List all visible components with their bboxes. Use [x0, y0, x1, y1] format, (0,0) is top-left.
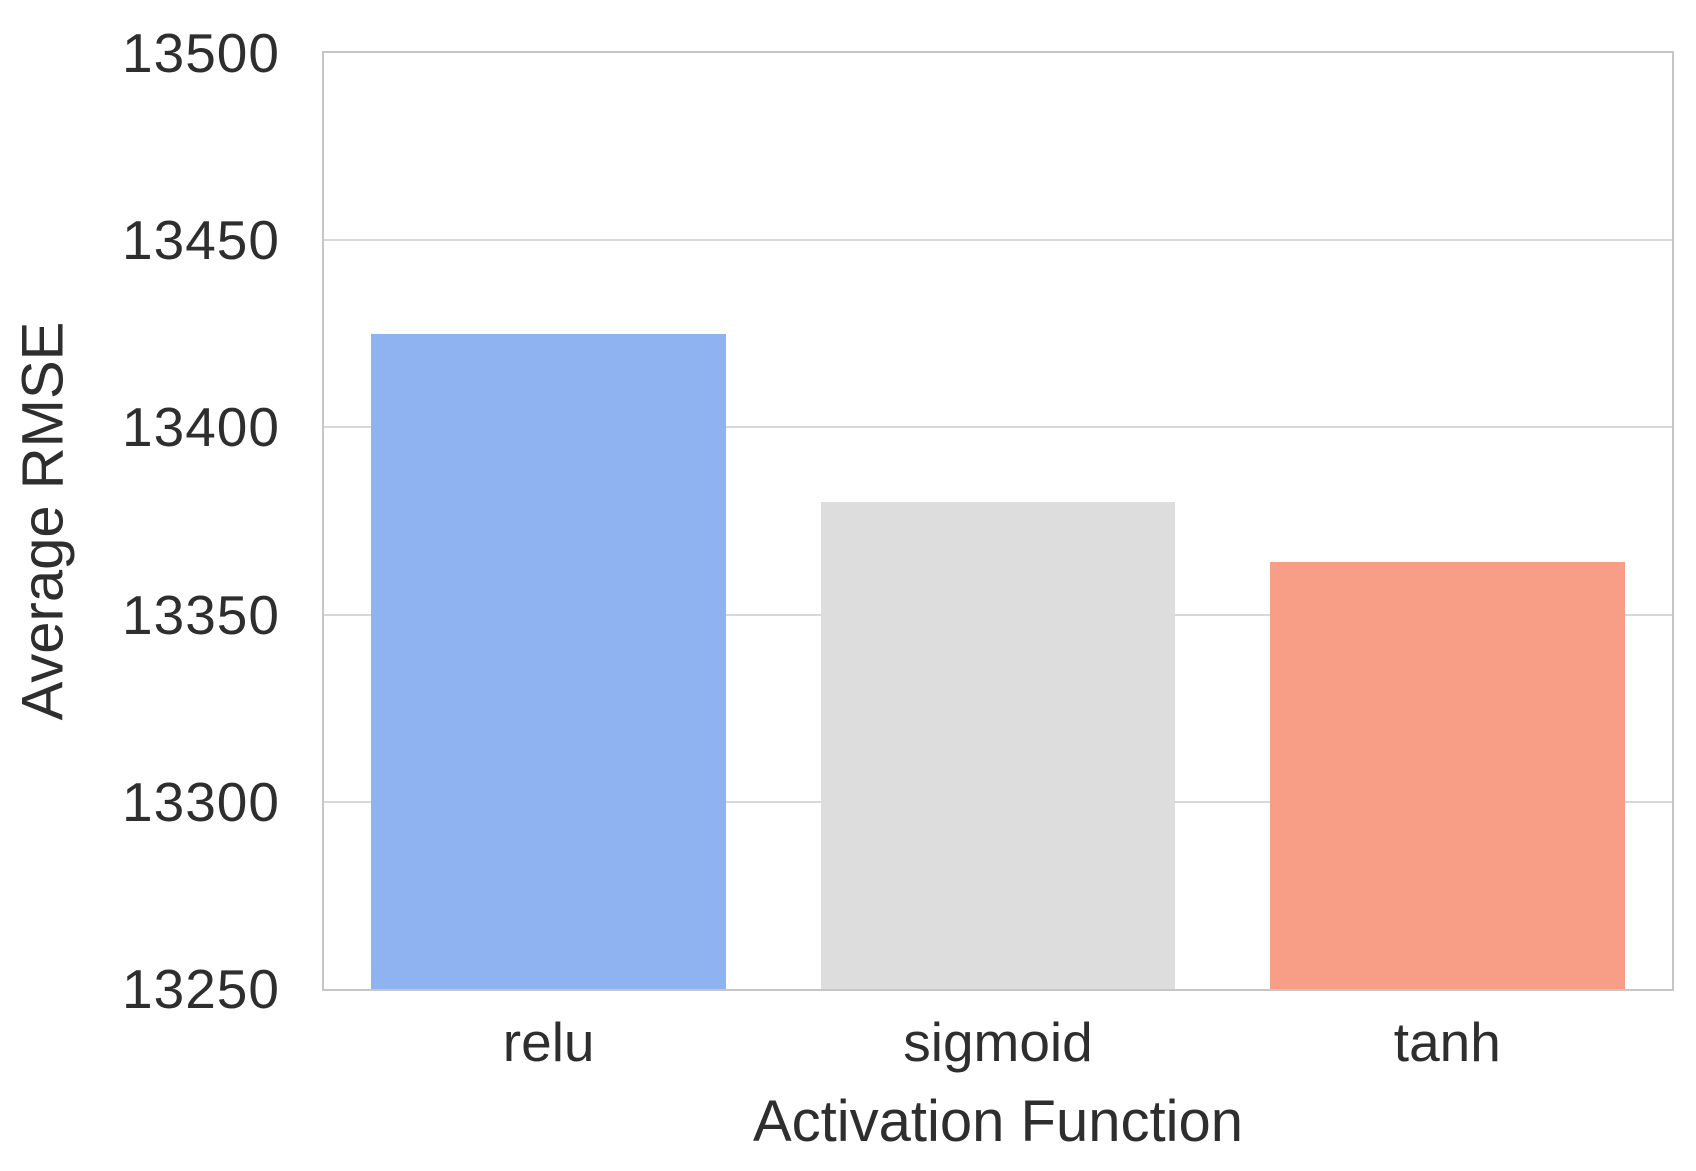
y-tick-label: 13500 [122, 22, 280, 84]
bar-tanh [1269, 562, 1625, 989]
x-axis-tick-labels: relu sigmoid tanh [324, 1014, 1672, 1074]
bar-sigmoid [820, 502, 1176, 989]
gridline [324, 426, 1672, 429]
y-tick-label: 13300 [122, 770, 280, 833]
y-axis-tick-labels: 13250 13300 13350 13400 13450 13500 [40, 25, 280, 1017]
x-tick-label-relu: relu [502, 1011, 595, 1073]
gridline [324, 239, 1672, 242]
x-tick-label-tanh: tanh [1393, 1011, 1501, 1073]
plot-area [322, 51, 1674, 991]
x-axis-title: Activation Function [752, 1089, 1244, 1154]
y-tick-label: 13400 [122, 396, 280, 459]
bar-relu [371, 333, 727, 989]
x-tick-label-sigmoid: sigmoid [903, 1011, 1093, 1073]
y-tick-label: 13350 [122, 583, 280, 646]
y-tick-label: 13250 [122, 958, 280, 1020]
y-tick-label: 13450 [122, 209, 280, 272]
